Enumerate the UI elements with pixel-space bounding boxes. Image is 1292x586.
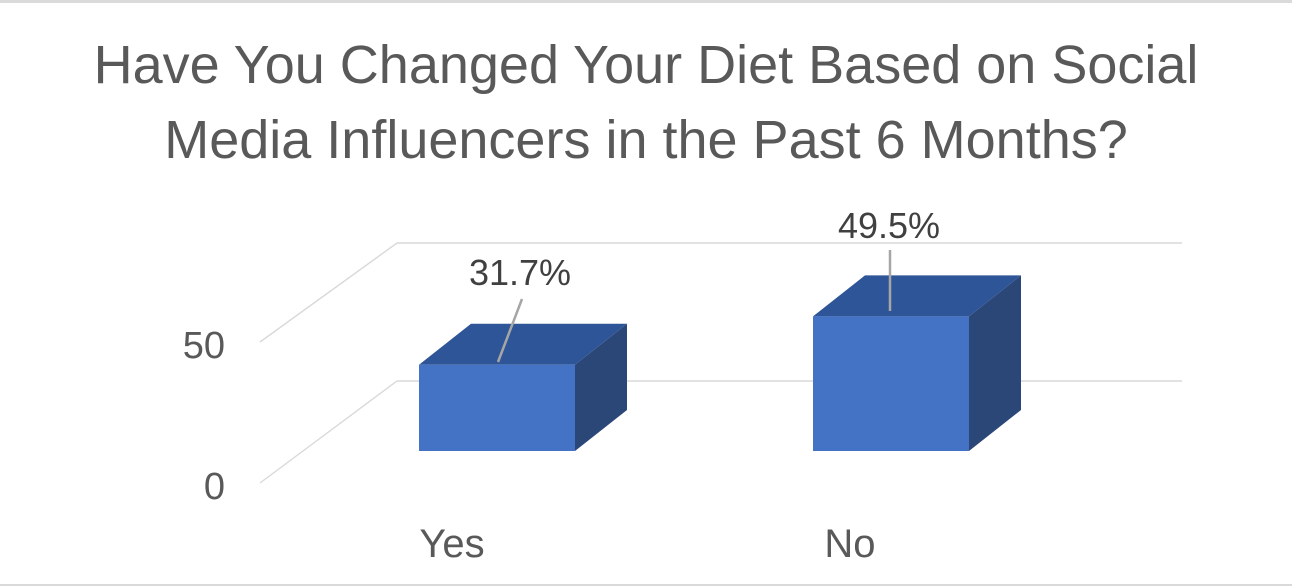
bar-top-face[interactable] — [813, 275, 1021, 317]
gridline-diagonal — [259, 242, 398, 343]
y-axis-tick-label: 50 — [183, 325, 225, 367]
data-label: 31.7% — [469, 252, 571, 293]
leader-lines — [496, 250, 892, 363]
data-label: 49.5% — [838, 205, 940, 246]
gridline-diagonal — [259, 380, 398, 484]
category-labels: Yes No — [419, 522, 875, 566]
bar-top-face[interactable] — [419, 323, 627, 365]
bar-front-face[interactable] — [813, 316, 969, 451]
bar-yes[interactable] — [419, 323, 627, 451]
category-label: No — [824, 522, 875, 566]
value-labels: 31.7% 49.5% — [469, 205, 940, 293]
top-edge-line — [0, 0, 1292, 3]
bar-side-face[interactable] — [969, 275, 1021, 451]
bar-series — [419, 275, 1021, 451]
category-label: Yes — [419, 522, 484, 566]
data-label-leader-line — [496, 298, 524, 363]
bar-no[interactable] — [813, 275, 1021, 451]
bottom-edge-line — [0, 584, 1292, 586]
bar-side-face[interactable] — [575, 323, 627, 451]
bar-front-face[interactable] — [419, 364, 575, 451]
chart-title: Have You Changed Your Diet Based on Soci… — [93, 35, 1199, 171]
axis-tick-labels: 0 50 — [183, 325, 225, 508]
gridlines — [259, 242, 1182, 484]
y-axis-tick-label: 0 — [204, 466, 225, 508]
